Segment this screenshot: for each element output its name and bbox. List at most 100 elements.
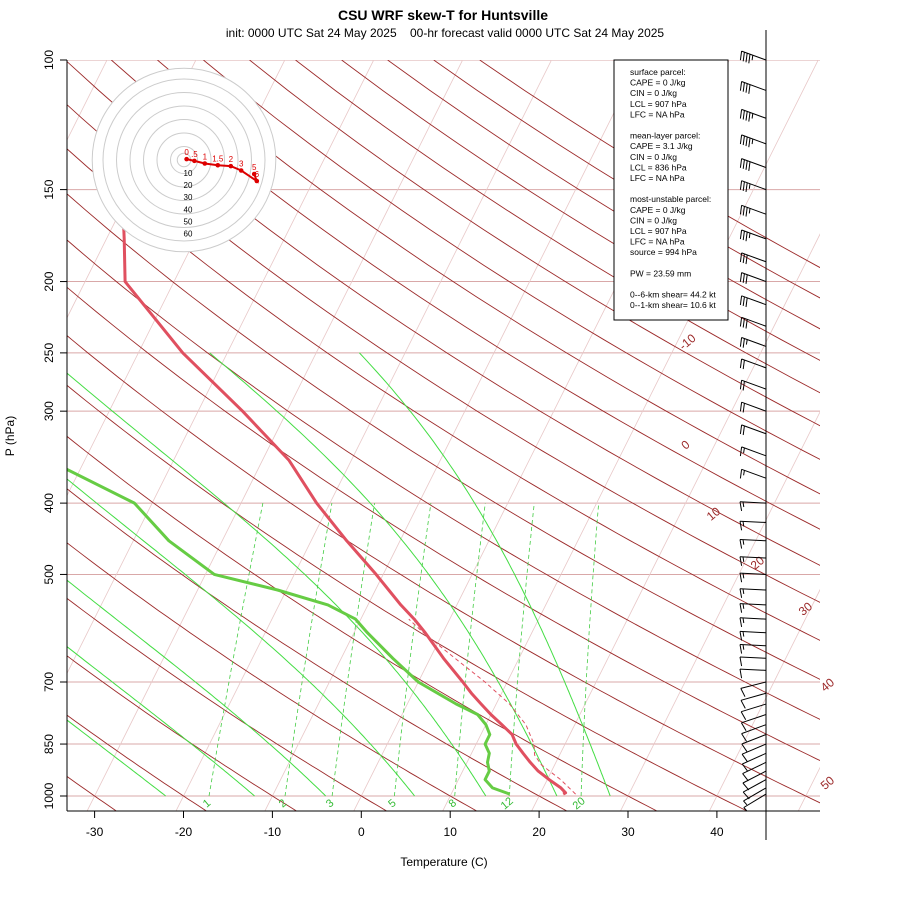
hodograph-ring [143, 119, 225, 201]
wind-barb [741, 734, 767, 752]
y-tick-label: 150 [42, 179, 56, 199]
dry-adiabat-line [157, 60, 820, 495]
dry-adiabat-line [295, 60, 820, 394]
y-axis-label: P (hPa) [3, 416, 17, 456]
indices-line: CIN = 0 J/kg [630, 88, 677, 98]
wind-barb [739, 446, 767, 457]
hodograph-point-label: 3 [239, 160, 244, 169]
isotherm-line [86, 60, 464, 811]
wind-barb [739, 468, 767, 479]
y-tick-label: 300 [42, 401, 56, 421]
dry-adiabat-line [67, 286, 820, 762]
indices-line: PW = 23.59 mm [630, 268, 691, 278]
mixing-ratio-line [331, 503, 375, 797]
wind-barb [739, 617, 767, 627]
hodograph-ring-label: 40 [184, 205, 193, 214]
x-tick-label: 0 [358, 825, 365, 839]
wind-barb [739, 252, 767, 265]
y-tick-label: 250 [42, 343, 56, 363]
x-axis-label: Temperature (C) [400, 855, 487, 869]
hodograph-point [192, 158, 197, 164]
wind-barb [739, 50, 767, 64]
temperature-ticks: -30 -20 -10 0 10 20 30 40 [86, 811, 724, 839]
x-tick-label: -30 [86, 825, 104, 839]
indices-line: most-unstable parcel: [630, 194, 711, 204]
chart-title: CSU WRF skew-T for Huntsville [338, 7, 548, 23]
y-tick-label: 200 [42, 271, 56, 291]
wind-barb [739, 401, 767, 413]
moist-adiabat-line [67, 646, 255, 797]
hodograph-point-label: .5 [191, 150, 198, 159]
isotherm-line [620, 411, 820, 811]
mixing-ratio-line [394, 503, 432, 797]
wind-barb [739, 424, 767, 436]
hodograph-point-label: 1 [203, 153, 208, 162]
dry-adiabat-line [67, 597, 388, 811]
hodograph-point [202, 161, 208, 166]
x-tick-label: -20 [175, 825, 193, 839]
indices-line: CAPE = 0 J/kg [630, 205, 686, 215]
indices-line: CAPE = 3.1 J/kg [630, 141, 693, 151]
profile-lines [67, 89, 576, 796]
x-tick-label: 30 [621, 825, 635, 839]
parcel-trace-line [408, 618, 576, 795]
wind-barb [739, 656, 767, 667]
dry-adiabat-line [67, 148, 820, 641]
wind-barb [739, 572, 767, 583]
hodograph-point [251, 171, 257, 177]
y-tick-label: 400 [42, 493, 56, 513]
indices-line: 0--6-km shear= 44.2 kt [630, 290, 716, 300]
y-tick-label: 700 [42, 672, 56, 692]
indices-line: surface parcel: [630, 67, 686, 77]
wind-barb [739, 272, 767, 284]
indices-line: source = 994 hPa [630, 247, 697, 257]
isotherm-line [531, 233, 820, 811]
x-tick-label: 20 [532, 825, 546, 839]
wind-barb [739, 158, 767, 171]
pressure-ticks: 100 150 200 250 300 400 500 700 850 1000 [42, 50, 67, 809]
hodograph-point-label: 0 [184, 148, 189, 157]
hodograph-point [228, 163, 234, 169]
wind-barb [742, 770, 767, 791]
hodograph-point [215, 162, 221, 168]
dry-adiabat-line [111, 60, 820, 530]
dry-adiabat-line [67, 488, 568, 811]
dry-adiabat-line [67, 335, 820, 804]
mixing-ratio-line [284, 503, 333, 797]
hodograph-ring-label: 10 [184, 169, 193, 178]
indices-line: LFC = NA hPa [630, 109, 685, 119]
y-tick-label: 1000 [42, 782, 56, 809]
hodograph-ring [102, 78, 266, 242]
wind-barb [739, 603, 767, 613]
dry-adiabat-line [67, 542, 478, 811]
wind-barb [741, 724, 767, 742]
hodograph-ring [91, 67, 277, 253]
wind-barb [739, 81, 767, 94]
hodograph-ring [116, 92, 252, 228]
hodograph: 10 20 30 40 50 60 0.5 1 1.5 2 3 65 [91, 67, 277, 253]
mixing-ratio-line [580, 503, 600, 797]
wind-barb-column [739, 30, 767, 840]
hodograph-point-label: 1.5 [212, 154, 224, 163]
wind-barb [739, 588, 767, 598]
indices-line: LCL = 836 hPa [630, 162, 687, 172]
wind-barb [740, 681, 767, 697]
dry-adiabat-line [67, 193, 820, 680]
wind-barb [739, 316, 767, 329]
dry-adiabat-line [203, 60, 820, 460]
chart-subtitle: init: 0000 UTC Sat 24 May 2025 00-hr for… [226, 26, 665, 40]
hodograph-point [254, 178, 260, 184]
wind-barb [739, 108, 767, 122]
wind-barb [739, 630, 767, 641]
x-tick-label: -10 [264, 825, 282, 839]
dry-adiabat-line [249, 60, 820, 427]
moist-adiabat-line [67, 478, 416, 797]
indices-line: mean-layer parcel: [630, 131, 700, 141]
indices-box: surface parcel: CAPE = 0 J/kg CIN = 0 J/kg… [613, 59, 729, 321]
wind-barb [739, 204, 767, 217]
dry-adiabat-line [67, 714, 208, 811]
hodograph-ring-label: 50 [184, 217, 193, 226]
wind-barb [741, 743, 767, 762]
temperature-line [120, 89, 568, 796]
